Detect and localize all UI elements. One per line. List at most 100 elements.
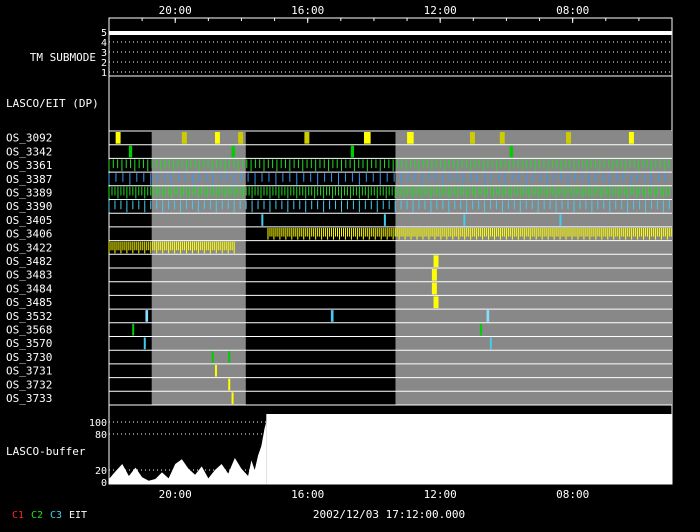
- os-row: OS_3731: [6, 364, 672, 379]
- os-row: OS_3092: [6, 132, 672, 146]
- os-row-label: OS_3570: [6, 337, 52, 350]
- os-event-mark: [489, 337, 492, 350]
- os-event-mark: [304, 132, 310, 144]
- os-row-label: OS_3730: [6, 351, 52, 364]
- os-event-mark: [433, 296, 439, 309]
- top-tick-label: 16:00: [291, 4, 324, 17]
- os-row-label: OS_3484: [6, 282, 53, 295]
- os-event-mark: [486, 310, 490, 322]
- os-row: OS_3733: [6, 392, 672, 406]
- os-row: OS_3483: [6, 269, 672, 283]
- os-event-mark: [431, 282, 437, 295]
- bottom-tick-label: 08:00: [556, 488, 589, 501]
- os-event-mark: [214, 132, 220, 144]
- os-row: OS_3390: [6, 200, 672, 214]
- os-event-mark: [228, 378, 231, 391]
- legend-item: C3: [50, 510, 62, 521]
- os-row-label: OS_3389: [6, 187, 52, 200]
- top-time-axis: 20:00 16:00 12:00 08:00: [141, 4, 640, 23]
- bottom-tick-label: 12:00: [424, 488, 457, 501]
- os-row-label: OS_3387: [6, 173, 52, 186]
- os-event-mark: [407, 132, 414, 144]
- lasco-buffer-label: LASCO-buffer: [6, 445, 86, 458]
- os-row-label: OS_3482: [6, 255, 52, 268]
- os-event-mark: [261, 214, 264, 226]
- os-event-mark: [350, 145, 355, 158]
- os-row-label: OS_3731: [6, 365, 52, 378]
- tm-tick-label: 3: [101, 48, 107, 59]
- os-rows: OS_3092OS_3342OS_3361OS_3387OS_3389OS_33…: [6, 132, 672, 406]
- top-tick-label: 20:00: [159, 4, 192, 17]
- os-event-mark: [231, 145, 235, 158]
- bottom-tick-label: 20:00: [159, 488, 192, 501]
- os-row: OS_3387: [6, 173, 672, 187]
- bottom-tick-label: 16:00: [291, 488, 324, 501]
- os-row: OS_3532: [6, 310, 672, 324]
- os-event-mark: [228, 351, 231, 363]
- footer-timestamp: 2002/12/03 17:12:00.000: [313, 508, 465, 521]
- os-row-label: OS_3361: [6, 159, 52, 172]
- os-row: OS_3361: [6, 159, 672, 173]
- legend-item: C1: [12, 510, 24, 521]
- os-row: OS_3484: [6, 282, 672, 296]
- os-event-mark: [559, 214, 562, 226]
- os-event-mark: [463, 214, 466, 226]
- tm-tick-label: 2: [101, 58, 107, 69]
- os-row: OS_3485: [6, 296, 672, 310]
- os-row: OS_3570: [6, 337, 672, 351]
- os-event-mark: [509, 145, 514, 158]
- legend-item: C2: [31, 510, 43, 521]
- bottom-time-axis: 20:00 16:00 12:00 08:00: [159, 479, 589, 501]
- os-row: OS_3730: [6, 351, 672, 365]
- os-row: OS_3406: [6, 228, 672, 242]
- os-event-mark: [499, 132, 505, 144]
- os-row-label: OS_3390: [6, 200, 52, 213]
- os-row-label: OS_3568: [6, 324, 52, 337]
- top-tick-label: 12:00: [424, 4, 457, 17]
- os-event-mark: [433, 255, 439, 267]
- buffer-tick-label: 0: [101, 478, 107, 489]
- os-event-mark: [132, 323, 135, 336]
- os-row-label: OS_3485: [6, 296, 52, 309]
- os-row-label: OS_3342: [6, 145, 52, 158]
- legend: C1 C2 C3 EIT: [12, 510, 87, 521]
- os-row-label: OS_3532: [6, 310, 52, 323]
- os-event-mark: [115, 132, 121, 144]
- os-row-label: OS_3733: [6, 392, 52, 405]
- buffer-tick-label: 20: [95, 466, 107, 477]
- os-event-mark: [143, 337, 146, 350]
- os-row: OS_3342: [6, 145, 672, 159]
- lasco-eit-label: LASCO/EIT (DP): [6, 97, 99, 110]
- os-row: OS_3732: [6, 378, 672, 392]
- os-event-mark: [238, 132, 244, 144]
- lasco-eit-panel: LASCO/EIT (DP): [6, 97, 672, 132]
- tm-submode-label: TM SUBMODE: [30, 51, 96, 64]
- tm-tick-label: 4: [101, 38, 107, 49]
- os-row-label: OS_3422: [6, 241, 52, 254]
- legend-item: EIT: [69, 510, 87, 521]
- os-event-mark: [566, 132, 571, 144]
- os-event-mark: [479, 323, 482, 336]
- os-event-mark: [431, 269, 437, 281]
- os-row: OS_3405: [6, 214, 672, 228]
- os-row-label: OS_3406: [6, 228, 52, 241]
- os-event-mark: [628, 132, 634, 144]
- os-event-mark: [231, 392, 234, 404]
- os-row-label: OS_3732: [6, 378, 52, 391]
- os-row: OS_3482: [6, 255, 672, 269]
- tm-tick-label: 1: [101, 68, 107, 79]
- buffer-full-fill: [266, 414, 672, 484]
- os-row-label: OS_3483: [6, 269, 52, 282]
- os-event-mark: [211, 351, 214, 363]
- os-row-label: OS_3405: [6, 214, 52, 227]
- os-row: OS_3389: [6, 187, 672, 200]
- os-event-mark: [128, 145, 133, 158]
- os-event-mark: [214, 364, 217, 377]
- os-event-mark: [181, 132, 187, 144]
- os-row-label: OS_3092: [6, 132, 52, 145]
- buffer-area: [109, 422, 267, 484]
- os-event-mark: [364, 132, 371, 144]
